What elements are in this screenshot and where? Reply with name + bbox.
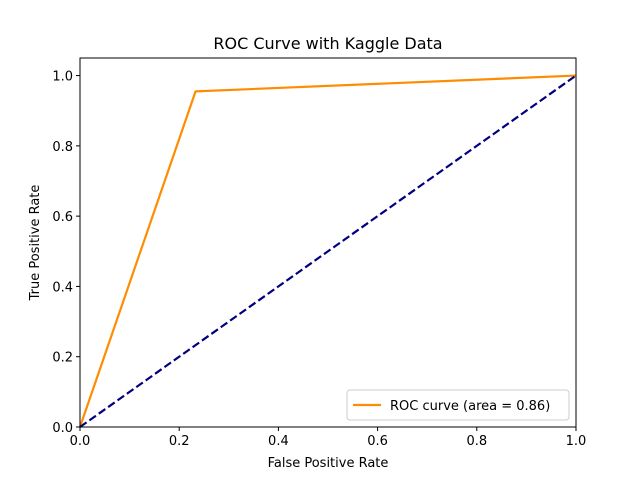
x-tick-label: 0.2 xyxy=(169,434,190,449)
y-tick-label: 1.0 xyxy=(52,70,73,85)
x-tick-label: 0.8 xyxy=(466,434,487,449)
x-tick-label: 0.0 xyxy=(70,434,91,449)
x-axis: 0.0 0.2 0.4 0.6 0.8 1.0 xyxy=(70,427,587,449)
y-tick-label: 0.2 xyxy=(52,351,73,366)
y-tick-label: 0.8 xyxy=(52,140,73,155)
x-tick-label: 1.0 xyxy=(566,434,587,449)
legend-box xyxy=(346,389,570,421)
y-axis-label: True Positive Rate xyxy=(28,185,43,302)
legend-label: ROC curve (area = 0.86) xyxy=(390,399,550,414)
series-line-chance xyxy=(79,74,577,428)
legend: ROC curve (area = 0.86) xyxy=(346,389,570,421)
y-tick-label: 0.0 xyxy=(52,421,73,436)
chart-title: ROC Curve with Kaggle Data xyxy=(213,34,442,53)
x-tick-label: 0.4 xyxy=(268,434,289,449)
x-tick-label: 0.6 xyxy=(367,434,388,449)
y-axis: 0.0 0.2 0.4 0.6 0.8 1.0 xyxy=(52,70,80,436)
y-tick-label: 0.6 xyxy=(52,210,73,225)
x-axis-label: False Positive Rate xyxy=(268,456,389,471)
y-tick-label: 0.4 xyxy=(52,280,73,295)
series-line-roc xyxy=(78,74,577,428)
series-layer xyxy=(78,74,577,428)
plot-frame xyxy=(79,57,577,428)
